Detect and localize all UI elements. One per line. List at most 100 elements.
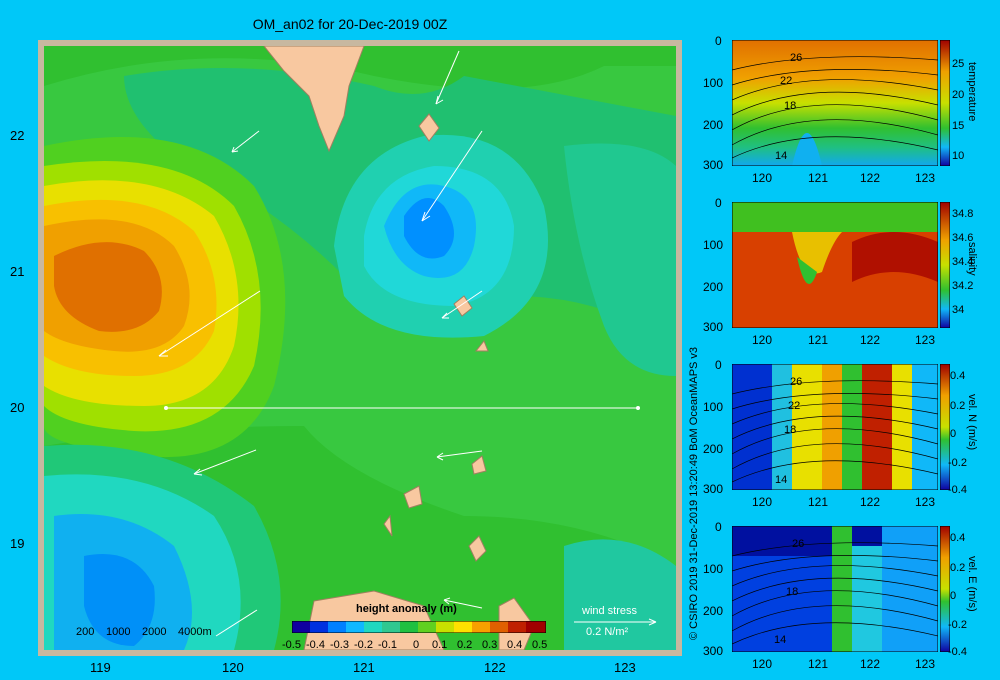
depth-tick: 100 (703, 76, 724, 90)
wind-vectors (158, 50, 657, 637)
lat-tick: 22 (10, 128, 25, 143)
lon-tick: 123 (614, 660, 636, 675)
velocity-north-section-panel[interactable] (732, 364, 938, 490)
legend-title: height anomaly (m) (356, 603, 457, 615)
colorbar-tick: 10 (952, 150, 965, 162)
legend-tick: -0.3 (330, 639, 349, 651)
panel-label-temperature: temperature (966, 62, 978, 122)
lon-tick: 121 (808, 171, 829, 185)
legend-tick: -0.5 (282, 639, 301, 651)
lon-tick: 122 (860, 333, 881, 347)
lon-tick: 123 (915, 333, 936, 347)
colorbar-tick: 0 (950, 428, 957, 440)
lat-tick: 20 (10, 400, 25, 415)
colorbar-tick: 20 (952, 89, 965, 101)
colorbar-tick: 34.8 (952, 208, 974, 220)
depth-tick: 300 (703, 482, 724, 496)
wind-stress-scale: 0.2 N/m² (586, 626, 629, 638)
salinity-colorbar (940, 202, 950, 328)
colorbar-tick: 0.4 (950, 532, 966, 544)
contour-label: 18 (786, 586, 799, 598)
low-anomaly-core (404, 198, 454, 259)
depth-tick: 100 (703, 400, 724, 414)
lon-tick: 123 (915, 657, 936, 671)
depth-tick: 0 (715, 358, 722, 372)
contour-label: 26 (790, 52, 803, 64)
contour-label: 14 (775, 474, 788, 486)
island (471, 455, 487, 475)
colorbar-tick: 0.2 (950, 562, 966, 574)
colorbar-tick: -0.2 (948, 457, 967, 469)
island (474, 340, 489, 352)
scale-label: 200 (76, 626, 95, 638)
lon-tick: 121 (353, 660, 375, 675)
lon-tick: 122 (860, 657, 881, 671)
map-title: OM_an02 for 20-Dec-2019 00Z (252, 16, 448, 32)
depth-tick: 300 (703, 320, 724, 334)
colorbar-tick: 15 (952, 120, 965, 132)
colorbar-tick: -0.2 (948, 619, 967, 631)
depth-tick: 0 (715, 520, 722, 534)
island (403, 485, 423, 509)
lon-tick: 121 (808, 333, 829, 347)
colorbar-tick: 34.6 (952, 232, 974, 244)
salinity-section-panel[interactable] (732, 202, 938, 328)
panel-label-vel-n: vel. N (m/s) (966, 394, 978, 451)
island (453, 295, 473, 317)
temperature-colorbar (940, 40, 950, 166)
scale-label: 1000 (106, 626, 131, 638)
lon-tick: 123 (915, 171, 936, 185)
wind-stress-label: wind stress (582, 605, 638, 617)
depth-tick: 200 (703, 280, 724, 294)
contour-label: 18 (784, 424, 797, 436)
lon-tick: 120 (752, 171, 773, 185)
lon-tick: 120 (222, 660, 244, 675)
scale-label: 2000 (142, 626, 167, 638)
legend-tick: 0.4 (507, 639, 523, 651)
lon-tick: 120 (752, 333, 773, 347)
colorbar-tick: 0 (950, 590, 957, 602)
contour-label: 14 (775, 150, 788, 162)
colorbar-tick: 0.2 (950, 400, 966, 412)
height-anomaly-colorbar (292, 621, 546, 633)
depth-tick: 200 (703, 118, 724, 132)
colorbar-tick: 25 (952, 58, 965, 70)
legend-tick: 0 (413, 639, 420, 651)
velocity-east-section-panel[interactable] (732, 526, 938, 652)
panel-label-salinity: salinity (966, 242, 978, 276)
contour-label: 22 (788, 400, 801, 412)
velocity-east-colorbar (940, 526, 950, 652)
island (383, 514, 393, 537)
colorbar-tick: 34 (952, 304, 965, 316)
velocity-north-colorbar (940, 364, 950, 490)
colorbar-tick: 0.4 (950, 370, 966, 382)
contour-label: 26 (792, 538, 805, 550)
legend-tick: -0.4 (306, 639, 325, 651)
depth-tick: 100 (703, 562, 724, 576)
lon-tick: 120 (752, 657, 773, 671)
legend-tick: 0.1 (432, 639, 448, 651)
island (418, 113, 440, 142)
height-anomaly-map[interactable] (44, 46, 676, 650)
lon-tick: 121 (808, 657, 829, 671)
panel-label-vel-e: vel. E (m/s) (966, 556, 978, 612)
colorbar-tick: 34.2 (952, 280, 974, 292)
colorbar-tick: -0.4 (948, 484, 967, 496)
lat-tick: 21 (10, 264, 25, 279)
lon-tick: 122 (484, 660, 506, 675)
lon-tick: 122 (860, 171, 881, 185)
high-anomaly-core (54, 242, 162, 332)
legend-tick: 0.5 (532, 639, 548, 651)
contour-label: 22 (780, 75, 793, 87)
lon-tick: 121 (808, 495, 829, 509)
contour-label: 14 (774, 634, 787, 646)
depth-tick: 100 (703, 238, 724, 252)
legend-tick: -0.2 (354, 639, 373, 651)
contour-label: 18 (784, 100, 797, 112)
lon-tick: 120 (752, 495, 773, 509)
legend-tick: 0.2 (457, 639, 473, 651)
temperature-section-panel[interactable] (732, 40, 938, 166)
depth-tick: 200 (703, 442, 724, 456)
depth-tick: 0 (715, 34, 722, 48)
lat-tick: 19 (10, 536, 25, 551)
